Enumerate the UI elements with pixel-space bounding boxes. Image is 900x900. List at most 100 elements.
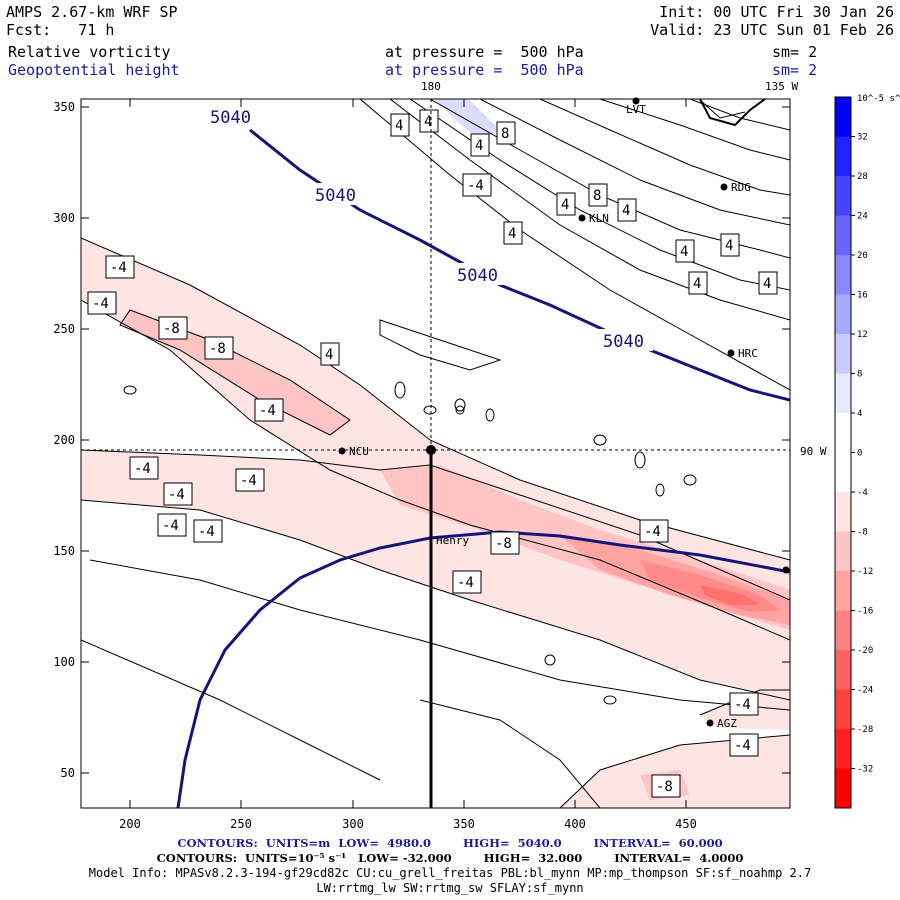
model-title: AMPS 2.67-km WRF SP <box>6 3 178 21</box>
height-label-2: 5040 <box>315 186 356 206</box>
vort-label: -8 <box>158 316 188 340</box>
vort-label: -4 <box>462 173 492 197</box>
colorbar-label: -12 <box>857 567 873 577</box>
vort-label: -4 <box>157 513 187 537</box>
vort-label: 4 <box>720 233 740 257</box>
y-tick: 300 <box>53 211 75 225</box>
x-tick-labels: 200 250 300 350 400 450 <box>119 817 697 831</box>
vort-label: -4 <box>129 456 159 480</box>
x-tick: 350 <box>453 817 475 831</box>
vorticity-labels: 4 4 8 4 -4 8 4 4 4 4 4 4 4 4 -4 -4 -8 -8… <box>87 109 778 798</box>
y-tick: 350 <box>53 100 75 114</box>
smoothing-vorticity: sm= 2 <box>772 43 818 61</box>
vorticity-band-light-lower <box>81 450 790 700</box>
footer-physics-info: LW:rrtmg_lw SW:rrtmg_sw SFLAY:sf_mynn <box>316 881 584 895</box>
svg-text:-4: -4 <box>259 403 276 419</box>
footer-vorticity-contours: CONTOURS: UNITS=10⁻⁵ s⁻¹ LOW= -32.000 HI… <box>156 851 744 865</box>
pressure-vorticity: at pressure = 500 hPa <box>385 43 584 61</box>
svg-text:-4: -4 <box>134 461 151 477</box>
colorbar-label: 28 <box>857 172 868 182</box>
field-height: Geopotential height <box>8 61 180 79</box>
colorbar-label: -24 <box>857 686 873 696</box>
y-tick: 250 <box>53 322 75 336</box>
vort-label: -4 <box>254 398 284 422</box>
map-plot-area: 5040 5040 5040 5040 4 4 8 4 -4 8 4 4 4 4… <box>81 99 790 808</box>
colorbar-cell <box>835 215 851 256</box>
svg-text:RDG: RDG <box>731 181 751 194</box>
colorbar-label: 8 <box>857 370 862 380</box>
station-henry: Henry <box>436 534 469 547</box>
colorbar: 10^-5 s^-1 32 28 24 20 16 12 8 4 0 -4 -8 -12 -16 -20 -… <box>834 94 900 809</box>
colorbar-cell <box>835 689 851 730</box>
colorbar-cell <box>835 650 851 690</box>
init-time: Init: 00 UTC Fri 30 Jan 26 <box>659 3 894 21</box>
vort-label: 4 <box>688 271 708 295</box>
vort-label: -4 <box>163 482 193 506</box>
svg-text:-4: -4 <box>198 524 215 540</box>
height-labels: 5040 5040 5040 5040 <box>205 105 653 352</box>
y-tick: 200 <box>53 433 75 447</box>
vort-label: 4 <box>617 198 637 222</box>
colorbar-cell <box>835 492 851 532</box>
colorbar-cell <box>835 97 851 137</box>
colorbar-label: -16 <box>857 607 873 617</box>
y-tick: 50 <box>61 766 75 780</box>
colorbar-cells <box>835 97 851 809</box>
x-tick: 200 <box>119 817 141 831</box>
svg-text:-4: -4 <box>110 260 127 276</box>
svg-text:8: 8 <box>501 126 509 142</box>
colorbar-label: 16 <box>857 291 868 301</box>
svg-text:-8: -8 <box>656 779 673 795</box>
valid-time: Valid: 23 UTC Sun 01 Feb 26 <box>650 21 894 39</box>
svg-text:8: 8 <box>593 188 601 204</box>
vorticity-core-20 <box>700 585 760 605</box>
vort-label: 4 <box>320 342 340 366</box>
colorbar-cell <box>835 531 851 572</box>
x-tick: 450 <box>675 817 697 831</box>
vort-label: -8 <box>490 531 520 555</box>
height-label-3: 5040 <box>457 266 498 286</box>
svg-text:4: 4 <box>475 138 483 154</box>
vort-label: -4 <box>639 519 669 543</box>
vorticity-contours <box>81 99 790 808</box>
svg-text:4: 4 <box>395 118 403 134</box>
colorbar-cell <box>835 294 851 335</box>
station-rdg: RDG <box>720 181 751 194</box>
svg-text:4: 4 <box>693 276 701 292</box>
vort-label: -4 <box>729 692 759 716</box>
svg-text:-4: -4 <box>734 738 751 754</box>
y-tick: 100 <box>53 655 75 669</box>
svg-text:-4: -4 <box>644 524 661 540</box>
vort-label: -4 <box>452 570 482 594</box>
vort-label: 4 <box>503 221 523 245</box>
svg-text:4: 4 <box>508 226 516 242</box>
vort-label: -4 <box>87 291 117 315</box>
svg-text:-4: -4 <box>457 575 474 591</box>
vort-label: -8 <box>651 774 681 798</box>
vort-label: -4 <box>235 468 265 492</box>
colorbar-cell <box>835 334 851 374</box>
x-tick: 300 <box>342 817 364 831</box>
svg-text:4: 4 <box>725 238 733 254</box>
svg-text:4: 4 <box>325 347 333 363</box>
svg-text:-4: -4 <box>92 296 109 312</box>
footer-model-info: Model Info: MPASv8.2.3-194-gf29cd82c CU:… <box>88 866 812 880</box>
colorbar-label: 24 <box>857 212 868 222</box>
colorbar-cell <box>835 373 851 414</box>
height-label-1: 5040 <box>210 108 251 128</box>
footer-height-contours: CONTOURS: UNITS=m LOW= 4980.0 HIGH= 5040… <box>177 836 723 850</box>
colorbar-label: -20 <box>857 646 873 656</box>
x-tick: 250 <box>230 817 252 831</box>
svg-text:-8: -8 <box>209 341 226 357</box>
station-kln: KLN <box>578 212 609 225</box>
y-tick: 150 <box>53 544 75 558</box>
lon-label-180: 180 <box>421 80 441 93</box>
svg-text:4: 4 <box>763 276 771 292</box>
south-pole-marker <box>426 445 436 455</box>
vort-label: -4 <box>193 519 223 543</box>
axis-ticks <box>81 99 790 808</box>
y-tick-labels: 350 300 250 200 150 100 50 <box>53 100 75 780</box>
colorbar-cell <box>835 452 851 493</box>
svg-text:NCU: NCU <box>349 445 369 458</box>
colorbar-labels: 32 28 24 20 16 12 8 4 0 -4 -8 -12 -16 -20 -24 -28 -32 <box>851 133 873 775</box>
